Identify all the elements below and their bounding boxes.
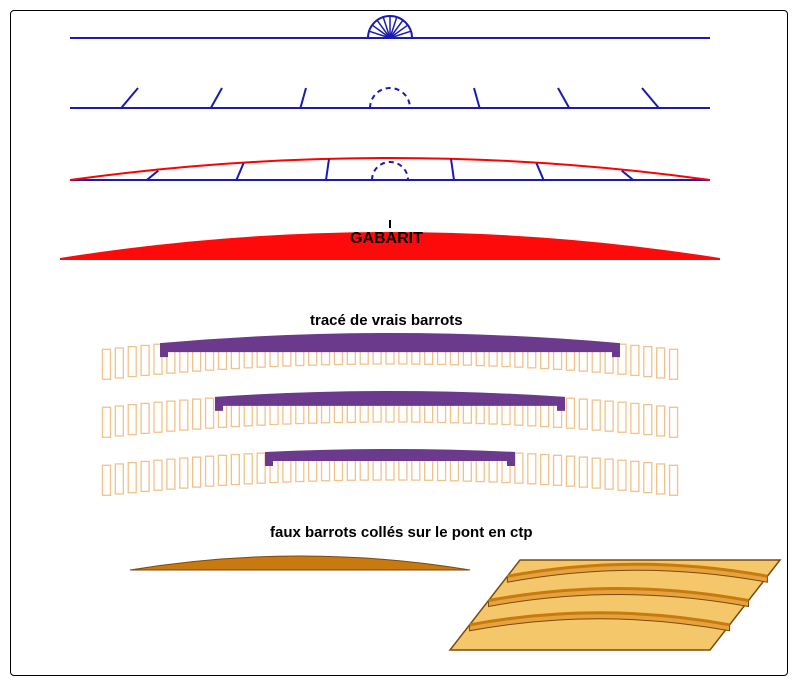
label-vrais-barrots: tracé de vrais barrots xyxy=(310,312,463,329)
label-faux-barrots: faux barrots collés sur le pont en ctp xyxy=(270,524,533,541)
diagram-canvas: tracé de vrais barrots faux barrots coll… xyxy=(0,0,800,688)
label-gabarit: GABARIT xyxy=(350,230,423,248)
diagram-svg xyxy=(10,10,788,676)
